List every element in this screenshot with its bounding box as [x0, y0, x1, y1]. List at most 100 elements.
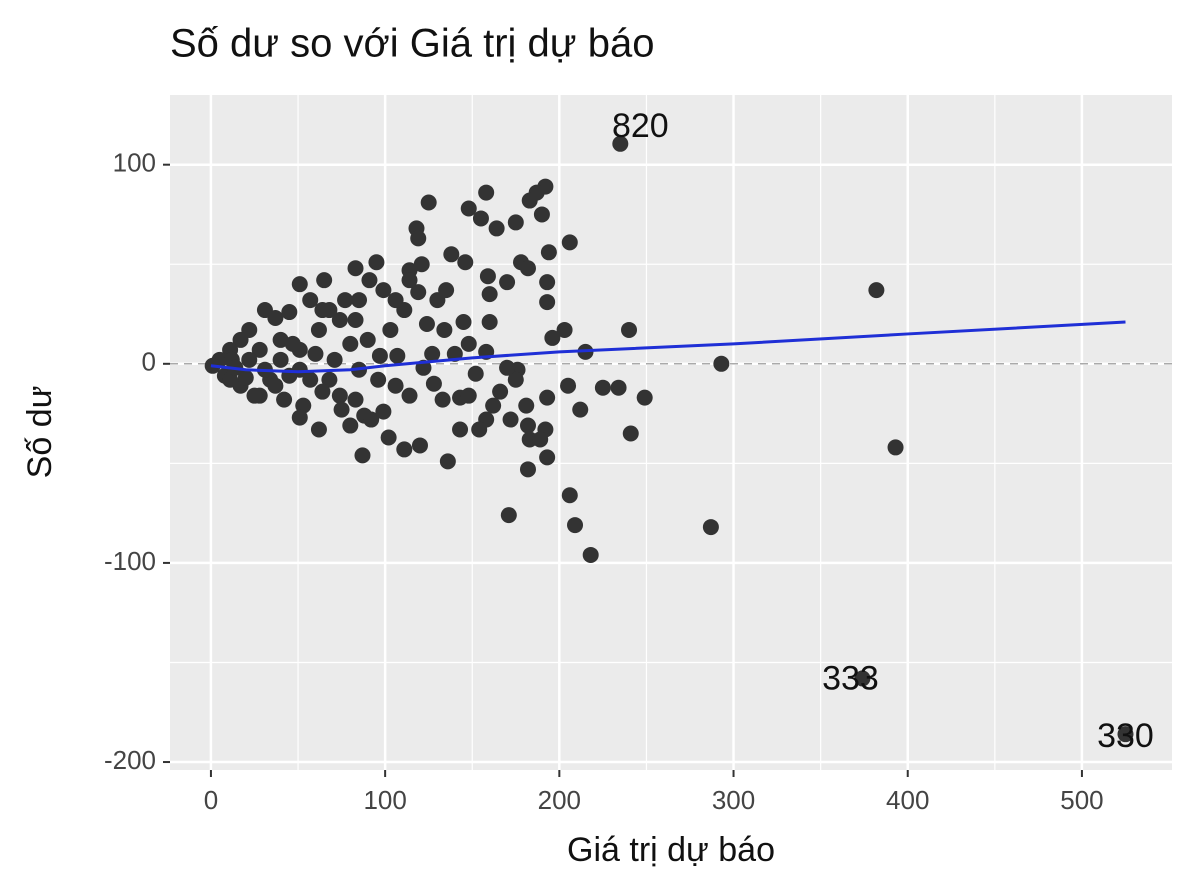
x-tick-label: 100: [363, 785, 406, 815]
point: [389, 347, 406, 364]
panel: [170, 95, 1172, 770]
y-axis-title: Số dư: [21, 386, 59, 479]
point: [413, 256, 430, 273]
point: [560, 377, 577, 394]
point: [272, 351, 289, 368]
point: [291, 276, 308, 293]
point: [326, 351, 343, 368]
point: [519, 461, 536, 478]
point: [492, 383, 509, 400]
point: [363, 411, 380, 428]
point: [418, 315, 435, 332]
point: [272, 331, 289, 348]
point: [467, 365, 484, 382]
point: [519, 260, 536, 277]
point: [436, 321, 453, 338]
x-tick-label: 300: [712, 785, 755, 815]
point: [267, 377, 284, 394]
point: [452, 421, 469, 438]
point: [256, 302, 273, 319]
point: [519, 417, 536, 434]
x-tick-label: 0: [204, 785, 218, 815]
point: [434, 391, 451, 408]
point: [556, 321, 573, 338]
point: [443, 246, 460, 263]
y-tick-label: 0: [142, 347, 156, 377]
point: [401, 272, 418, 289]
point: [540, 244, 557, 261]
point: [291, 409, 308, 426]
point-label: 820: [612, 107, 669, 145]
point: [310, 421, 327, 438]
point: [621, 321, 638, 338]
point-label: 333: [822, 659, 879, 697]
point: [347, 391, 364, 408]
x-tick-label: 400: [886, 785, 929, 815]
point: [582, 546, 599, 563]
point: [354, 447, 371, 464]
point: [539, 294, 556, 311]
point: [411, 437, 428, 454]
point: [371, 347, 388, 364]
point: [351, 292, 368, 309]
point: [478, 184, 495, 201]
point: [380, 429, 397, 446]
point: [622, 425, 639, 442]
point: [251, 341, 268, 358]
point: [342, 335, 359, 352]
point: [331, 312, 348, 328]
point: [455, 313, 472, 330]
point: [321, 371, 338, 388]
point: [396, 441, 413, 458]
chart-title: Số dư so với Giá trị dự báo: [170, 22, 654, 66]
point: [387, 292, 404, 309]
point: [382, 321, 399, 338]
point: [518, 397, 535, 414]
point: [854, 670, 871, 687]
point: [1117, 726, 1134, 743]
point: [314, 302, 331, 319]
point: [460, 200, 477, 217]
point: [387, 377, 404, 394]
point: [333, 401, 350, 418]
point: [439, 453, 456, 470]
point: [499, 274, 516, 291]
point: [425, 375, 442, 392]
point: [410, 284, 427, 301]
point: [375, 282, 392, 299]
point: [460, 387, 477, 404]
point: [302, 371, 319, 388]
point: [594, 379, 611, 396]
point: [281, 304, 298, 321]
point: [310, 321, 327, 338]
point: [500, 507, 517, 524]
point: [302, 292, 319, 309]
y-tick-label: -200: [104, 745, 156, 775]
point: [713, 355, 730, 372]
point: [561, 234, 578, 251]
x-tick-label: 200: [538, 785, 581, 815]
point: [612, 135, 629, 152]
point-label: 330: [1097, 717, 1154, 755]
point: [481, 313, 498, 330]
point: [438, 282, 455, 299]
point: [370, 371, 387, 388]
point: [222, 371, 239, 388]
point: [502, 411, 519, 428]
point: [488, 220, 505, 237]
point: [544, 329, 561, 346]
point: [347, 312, 364, 328]
point: [457, 254, 474, 271]
point: [561, 487, 578, 504]
point: [361, 272, 378, 289]
point: [572, 401, 589, 418]
smooth-line: [210, 320, 1126, 374]
point: [359, 331, 376, 348]
point: [539, 274, 556, 291]
point: [610, 379, 627, 396]
point: [331, 387, 348, 404]
point: [471, 421, 488, 438]
point: [307, 345, 324, 362]
point: [401, 387, 418, 404]
point: [420, 194, 437, 211]
